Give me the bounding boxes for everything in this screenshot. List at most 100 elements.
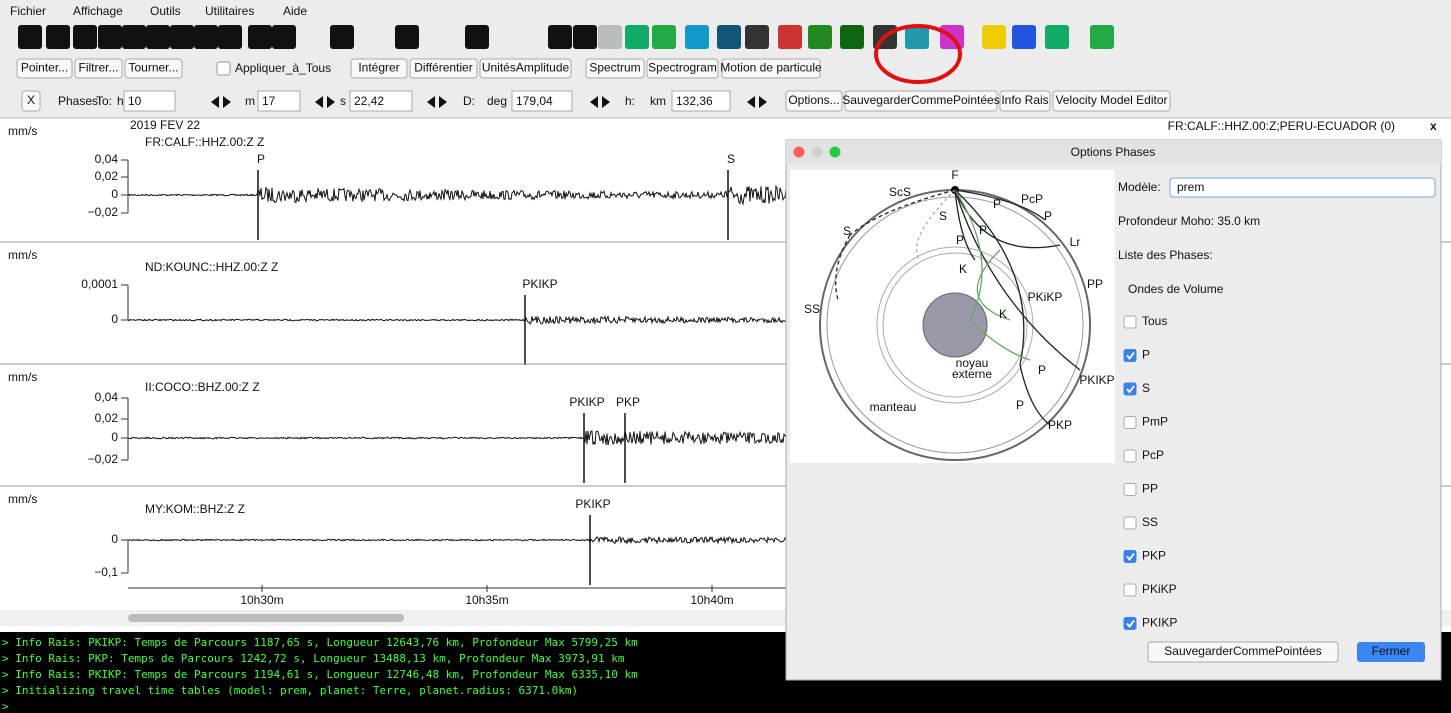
- toolbar-icon[interactable]: [745, 25, 769, 49]
- checkbox[interactable]: [1123, 550, 1137, 563]
- button[interactable]: [21, 90, 41, 112]
- text-field[interactable]: [123, 90, 176, 112]
- button[interactable]: [409, 58, 478, 79]
- view-title: FR:CALF::HHZ.00:Z;PERU-ECUADOR (0): [1168, 119, 1395, 133]
- y-tick-label: 0,04: [95, 152, 119, 166]
- button[interactable]: [585, 58, 645, 79]
- spinner-arrows[interactable]: [315, 96, 335, 108]
- checkbox-label: PP: [1142, 482, 1158, 496]
- window-button[interactable]: [793, 146, 805, 158]
- button[interactable]: [999, 90, 1051, 112]
- diagram-label: PcP: [1021, 192, 1043, 206]
- checkbox[interactable]: [1123, 315, 1137, 329]
- toolbar-icon[interactable]: [1012, 25, 1036, 49]
- checkbox[interactable]: [216, 61, 231, 76]
- text-field[interactable]: [511, 90, 573, 112]
- checkbox[interactable]: [1123, 483, 1137, 496]
- toolbar-icon[interactable]: [778, 25, 802, 49]
- toolbar-icon[interactable]: [573, 25, 597, 49]
- button[interactable]: [721, 58, 821, 79]
- toolbar-icon[interactable]: [685, 25, 709, 49]
- toolbar-icon[interactable]: [395, 25, 419, 49]
- toolbar-icon[interactable]: [905, 25, 929, 49]
- x-tick-label: 10h30m: [240, 593, 283, 607]
- unit-label: mm/s: [8, 248, 37, 262]
- trace-name: II:COCO::BHZ.00:Z Z: [145, 380, 260, 394]
- toolbar-icon[interactable]: [98, 25, 122, 49]
- toolbar-icon[interactable]: [122, 25, 146, 49]
- toolbar-icon[interactable]: [652, 25, 676, 49]
- button[interactable]: [1147, 641, 1339, 663]
- checkbox[interactable]: [1123, 349, 1137, 362]
- diagram-label: Lr: [1070, 235, 1081, 249]
- ray-path: [915, 189, 956, 261]
- phase-label: S: [727, 152, 735, 166]
- button[interactable]: [785, 90, 843, 112]
- checkbox[interactable]: [1123, 449, 1137, 463]
- button[interactable]: [844, 90, 998, 112]
- toolbar-icon[interactable]: [808, 25, 832, 49]
- field-label: deg: [487, 94, 507, 108]
- toolbar-icon[interactable]: [548, 25, 572, 49]
- button[interactable]: [350, 58, 408, 79]
- toolbar-icon[interactable]: [218, 25, 242, 49]
- toolbar-icon[interactable]: [598, 25, 622, 49]
- button[interactable]: [124, 58, 183, 79]
- spinner-arrows[interactable]: [590, 96, 610, 108]
- window-button[interactable]: [811, 146, 823, 158]
- phase-label: PKIKP: [569, 395, 604, 409]
- text-field[interactable]: [257, 90, 301, 112]
- button[interactable]: [646, 58, 719, 79]
- toolbar-icon[interactable]: [46, 25, 70, 49]
- toolbar-icon[interactable]: [1090, 25, 1114, 49]
- ray-path: [954, 189, 976, 261]
- earth-layer: [826, 196, 1084, 454]
- checkbox[interactable]: [1123, 617, 1137, 630]
- button[interactable]: [74, 58, 123, 79]
- ray-path: [954, 189, 1081, 371]
- checkbox-label: SS: [1142, 515, 1158, 529]
- window-button[interactable]: [829, 146, 841, 158]
- toolbar-icon[interactable]: [272, 25, 296, 49]
- button[interactable]: [16, 58, 73, 79]
- field-label: To:: [96, 94, 112, 108]
- button-label: Velocity Model Editor: [1055, 93, 1167, 107]
- toolbar-icon[interactable]: [625, 25, 649, 49]
- toolbar-icon[interactable]: [248, 25, 272, 49]
- scrollbar-thumb[interactable]: [128, 614, 404, 622]
- spinner-arrows[interactable]: [427, 96, 447, 108]
- info-text: Profondeur Moho: 35.0 km: [1118, 214, 1260, 228]
- button[interactable]: [1052, 90, 1171, 112]
- spinner-arrows[interactable]: [747, 96, 767, 108]
- y-tick-label: −0,02: [88, 205, 119, 219]
- checkbox[interactable]: [1123, 416, 1137, 429]
- toolbar-icon[interactable]: [982, 25, 1006, 49]
- text-field[interactable]: [349, 90, 413, 112]
- console-line: > Initializing travel time tables (model…: [2, 684, 578, 697]
- toolbar-icon[interactable]: [1045, 25, 1069, 49]
- close-button: x: [1430, 119, 1437, 133]
- toolbar-icon[interactable]: [170, 25, 194, 49]
- toolbar-icon[interactable]: [194, 25, 218, 49]
- y-tick-label: 0: [111, 430, 118, 444]
- toolbar-icon[interactable]: [465, 25, 489, 49]
- checkbox[interactable]: [1123, 583, 1137, 597]
- toolbar-icon[interactable]: [840, 25, 864, 49]
- toolbar-icon[interactable]: [146, 25, 170, 49]
- toolbar-icon[interactable]: [330, 25, 354, 49]
- diagram-label: P: [1044, 209, 1052, 223]
- spinner-arrows[interactable]: [211, 96, 231, 108]
- toolbar-icon[interactable]: [717, 25, 741, 49]
- toolbar-icon[interactable]: [18, 25, 42, 49]
- inner-core: [922, 292, 988, 358]
- select-box[interactable]: [1169, 177, 1436, 198]
- toolbar-icon[interactable]: [73, 25, 97, 49]
- diagram-label: PP: [1087, 277, 1103, 291]
- button[interactable]: [479, 58, 572, 79]
- phase-label: PKIKP: [575, 497, 610, 511]
- phase-label: P: [257, 152, 265, 166]
- text-field[interactable]: [671, 90, 731, 112]
- checkbox[interactable]: [1123, 382, 1137, 396]
- primary-button[interactable]: [1357, 642, 1425, 662]
- checkbox[interactable]: [1123, 516, 1137, 530]
